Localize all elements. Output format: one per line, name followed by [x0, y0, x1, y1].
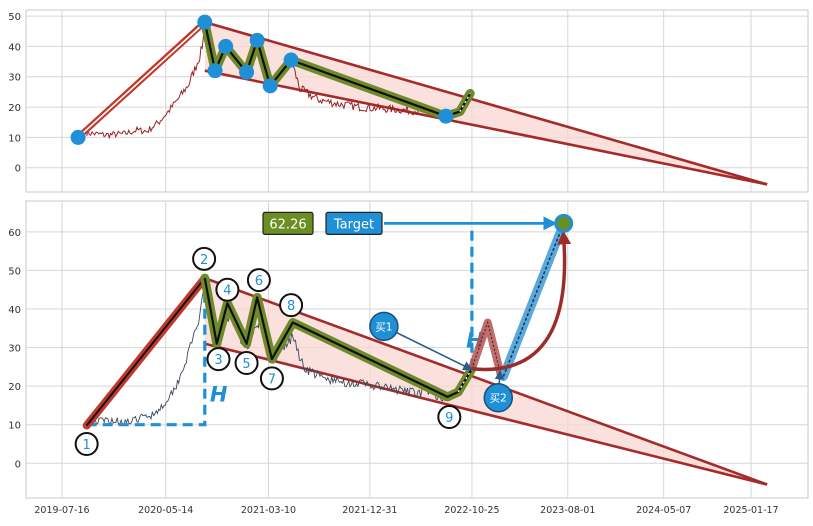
wave-label-circle	[259, 366, 284, 391]
wave-label-circle	[234, 351, 259, 375]
wave-label-circle	[437, 405, 462, 429]
bottom-panel: 0 10 20 30 40 50 60 2019-07-16 2020-05-14 2021-03…	[8, 200, 809, 516]
top-ytick-label: 20	[8, 103, 21, 114]
wave-label-text: 4	[223, 284, 231, 299]
top-channel-upper-line	[204, 20, 768, 186]
bottom-ytick-label: 10	[8, 421, 21, 432]
bottom-xtick-label: 2020-05-14	[138, 505, 193, 516]
bottom-ytick-label: 40	[8, 305, 21, 316]
top-wave-tail-dots	[459, 93, 471, 112]
bottom-xtick-label: 2025-01-17	[723, 505, 778, 516]
bottom-channel-lower-line	[204, 342, 768, 486]
bottom-frame	[25, 200, 809, 499]
bottom-curved-arrow	[471, 230, 572, 372]
target-box-text: Target	[333, 217, 374, 232]
bottom-xtick-label: 2021-12-31	[342, 505, 397, 516]
top-pivot-marker	[70, 129, 86, 145]
bottom-ytick-label: 0	[15, 459, 21, 470]
bottom-retest-core	[471, 320, 503, 379]
buy-marker-label: 买1	[375, 321, 392, 333]
top-pivot-marker	[438, 108, 454, 124]
top-pivot-marker	[249, 32, 265, 48]
bottom-ytick-label: 50	[8, 266, 21, 277]
wave-label-text: 5	[242, 357, 250, 372]
bottom-ytick-label: 60	[8, 228, 21, 239]
top-channel-lower-line	[204, 69, 768, 186]
wave-label-circle	[279, 293, 304, 318]
bottom-h-marker-left	[86, 278, 207, 427]
wave-label-text: 2	[200, 253, 208, 268]
wave-label-circle	[206, 347, 231, 372]
top-ytick-label: 30	[8, 73, 21, 84]
wave-label-text: 8	[287, 299, 295, 314]
bottom-target-marker	[554, 213, 574, 233]
wave-label-text: 3	[214, 353, 222, 368]
bottom-xtick-label: 2022-10-25	[444, 505, 499, 516]
value-box-text: 62.26	[269, 217, 306, 232]
wave-label-text: 1	[83, 438, 91, 453]
top-pivot-marker	[207, 63, 223, 79]
buy-marker-arrow	[383, 325, 473, 371]
target-box	[325, 211, 383, 235]
value-box	[262, 211, 314, 235]
wave-label-circle	[192, 246, 217, 271]
bottom-xtick-label: 2024-05-07	[636, 505, 691, 516]
buy-marker-circle	[369, 311, 399, 342]
bottom-xtick-label: 2023-08-01	[540, 505, 595, 516]
top-pivot-marker	[197, 14, 213, 30]
wave-label-text: 9	[445, 411, 453, 426]
buy-marker-circle	[483, 382, 514, 413]
bottom-xtick-label: 2021-03-10	[241, 505, 296, 516]
wave-label-circle	[246, 268, 271, 293]
bottom-wave-core	[203, 277, 473, 398]
wave-label-circle	[74, 432, 99, 456]
top-pivot-marker	[218, 38, 234, 54]
top-pivot-marker	[283, 52, 299, 68]
bottom-h-label-left: H	[210, 383, 228, 407]
wave-label-text: 7	[268, 372, 276, 387]
wave-label-circle	[215, 277, 240, 302]
bottom-xtick-label: 2019-07-16	[34, 505, 89, 516]
top-panel: 0 10 20 30 40 50	[8, 9, 809, 193]
bottom-ytick-label: 30	[8, 344, 21, 355]
wave-label-text: 6	[255, 274, 263, 289]
top-pivot-marker	[239, 64, 255, 80]
top-ytick-label: 10	[8, 133, 21, 144]
top-pivot-marker	[262, 78, 278, 94]
bottom-target-line-core	[502, 223, 565, 377]
top-ytick-label: 50	[8, 12, 21, 23]
top-ytick-label: 0	[15, 164, 21, 175]
top-ytick-label: 40	[8, 42, 21, 53]
top-impulse-core	[77, 25, 202, 138]
buy-marker-label: 买2	[490, 393, 507, 405]
bottom-ytick-label: 20	[8, 382, 21, 393]
bottom-impulse-core	[85, 277, 206, 427]
